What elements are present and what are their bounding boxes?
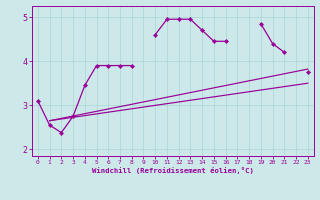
X-axis label: Windchill (Refroidissement éolien,°C): Windchill (Refroidissement éolien,°C) — [92, 167, 254, 174]
